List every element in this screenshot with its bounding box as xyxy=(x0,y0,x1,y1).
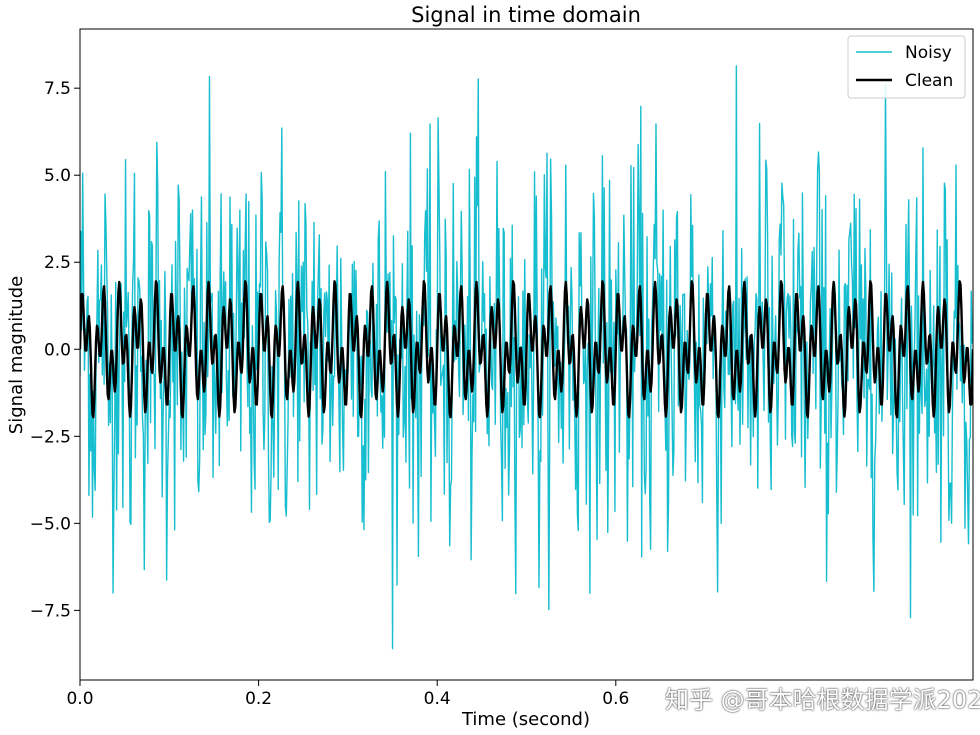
plot-frame xyxy=(79,28,974,681)
legend: Noisy Clean xyxy=(847,35,966,99)
legend-clean-label: Clean xyxy=(905,71,953,91)
chart-title: Signal in time domain xyxy=(411,3,641,27)
watermark: 知乎 @哥本哈根数据学派2023 xyxy=(665,686,980,714)
series-layer xyxy=(80,65,973,650)
x-tick-label: 0.2 xyxy=(245,689,272,709)
y-tick-label: 2.5 xyxy=(44,253,71,273)
y-axis-ticks: 7.5 5.0 2.5 0.0 −2.5 −5.0 −7.5 xyxy=(30,79,80,621)
legend-noisy-label: Noisy xyxy=(905,43,952,63)
x-tick-label: 0.6 xyxy=(602,689,629,709)
x-axis-ticks: 0.0 0.2 0.4 0.6 xyxy=(66,680,629,709)
x-axis-label: Time (second) xyxy=(461,709,590,730)
y-tick-label: −5.0 xyxy=(30,514,71,534)
y-tick-label: 7.5 xyxy=(44,79,71,99)
y-axis-label: Signal magnitude xyxy=(6,276,27,434)
y-tick-label: 0.0 xyxy=(44,340,71,360)
plot-area xyxy=(79,28,974,681)
y-tick-label: −2.5 xyxy=(30,427,71,447)
y-tick-label: 5.0 xyxy=(44,166,71,186)
x-tick-label: 0.0 xyxy=(66,689,93,709)
x-tick-label: 0.4 xyxy=(424,689,451,709)
series-clean-line xyxy=(80,280,973,419)
y-tick-label: −7.5 xyxy=(30,601,71,621)
